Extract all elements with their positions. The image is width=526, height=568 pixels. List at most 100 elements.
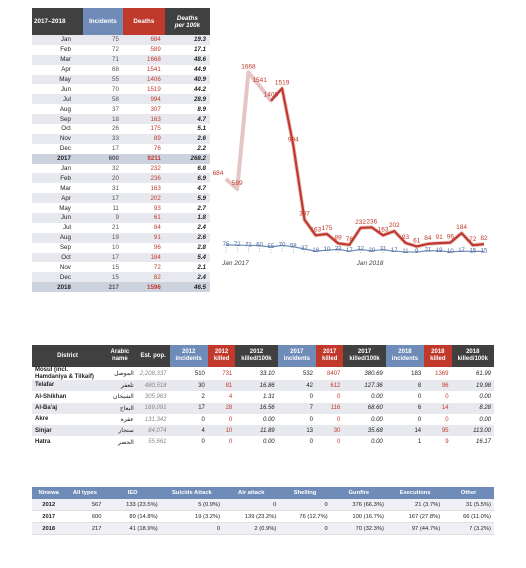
cell-deaths: 307 — [150, 105, 161, 113]
cell-period: Jun — [32, 213, 83, 223]
district-cell: 7 — [277, 402, 317, 414]
district-cell: 0.00 — [479, 416, 491, 423]
month-row: Nov 33 89 2.6 — [32, 133, 210, 144]
district-cell: 9 — [445, 439, 449, 446]
attack-header-cell: Air attack — [223, 487, 280, 499]
district-cell: 28 — [207, 402, 236, 414]
cell-per100k: 44.9 — [193, 66, 206, 74]
attack-cell: 97 (44.7%) — [386, 522, 444, 535]
attack-header-cell: IED — [104, 487, 161, 499]
incidents-data-label: 60 — [256, 243, 263, 249]
incidents-data-label: 72 — [234, 242, 241, 248]
deaths-data-label: 232 — [355, 219, 366, 226]
incidents-data-label: 70 — [279, 242, 286, 248]
district-cell: 6 — [385, 402, 425, 414]
cell-deaths: 684 — [122, 35, 165, 45]
district-cell: 532 — [303, 370, 314, 377]
district-cell: 0 — [228, 416, 233, 423]
attack-cell: 0 — [279, 499, 331, 511]
cell-period: May — [59, 204, 71, 212]
deaths-data-label: 72 — [469, 236, 477, 243]
cell-incidents: 58 — [82, 94, 123, 105]
cell-per100k: 5.9 — [164, 193, 210, 204]
total-row: 2018 217 1596 46.5 — [32, 282, 210, 293]
cell-incidents: 55 — [82, 74, 123, 85]
cell-period: Jan — [32, 35, 83, 45]
district-cell: الشيخان — [113, 394, 134, 401]
cell-incidents: 70 — [112, 85, 119, 93]
attack-cell: 2 (0.9%) — [223, 522, 280, 535]
month-row: Nov 15 72 2.1 — [32, 262, 210, 272]
cell-per100k: 268.2 — [164, 153, 210, 164]
deaths-trend-line — [270, 87, 485, 248]
deaths-data-label: 91 — [436, 234, 444, 241]
district-cell: 612 — [316, 380, 344, 392]
month-row: Aug 37 307 8.9 — [32, 104, 210, 114]
deaths-data-label: 1541 — [252, 77, 267, 84]
district-header-cell: Arabic name — [102, 345, 137, 367]
attack-cell: 19 (3.2%) — [160, 510, 224, 523]
district-cell: 116 — [316, 402, 344, 414]
district-table-body: Mosul (incl. Hamdaniya & Tilkaif) الموصل 2… — [32, 367, 494, 448]
cell-incidents: 18 — [82, 114, 123, 125]
deaths-data-label: 202 — [389, 222, 400, 229]
cell-period: Jan — [60, 165, 71, 173]
cell-incidents: 68 — [112, 66, 119, 74]
attack-cell: 76 (12.7%) — [279, 510, 331, 523]
month-row: Apr 17 202 5.9 — [32, 193, 210, 204]
district-cell: 183 — [411, 370, 422, 377]
district-cell: 16.56 — [235, 402, 278, 414]
cell-deaths: 232 — [150, 165, 161, 173]
district-cell: الموصل — [114, 371, 134, 377]
district-cell: 380.69 — [364, 370, 383, 377]
incidents-data-label: 33 — [335, 246, 342, 252]
cell-deaths: 163 — [122, 114, 165, 125]
cell-incidents: 17 — [112, 145, 119, 153]
cell-per100k: 40.9 — [164, 74, 210, 85]
district-cell: Mosul (incl. Hamdaniya & Tilkaif) — [35, 367, 94, 380]
district-cell: Al-Shikhan — [35, 393, 67, 400]
district-cell: 131,342 — [144, 416, 167, 423]
district-cell: 68.60 — [343, 402, 386, 414]
cell-incidents: 33 — [82, 133, 123, 144]
cell-per100k: 2.4 — [197, 224, 206, 232]
deaths-data-label: 236 — [366, 218, 377, 225]
cell-per100k: 6.8 — [197, 165, 206, 173]
district-cell: Al-Ba'aj — [32, 402, 103, 414]
month-row: Jun 70 1519 44.2 — [32, 84, 210, 94]
month-row: May 55 1406 40.9 — [32, 74, 210, 85]
month-row: Oct 26 175 5.1 — [32, 124, 210, 134]
cell-incidents: 600 — [82, 153, 123, 164]
cell-incidents: 9 — [82, 213, 123, 223]
chart-x-ticks: Jan 2017 Jan 2018 — [221, 260, 384, 267]
attack-cell: 0 — [223, 499, 280, 511]
district-cell: 127.36 — [343, 380, 386, 392]
cell-per100k: 2.6 — [164, 232, 210, 243]
attack-header-cell: Gunfire — [330, 487, 387, 499]
cell-period: 2018 — [32, 282, 83, 293]
district-cell: 8407 — [327, 370, 341, 377]
district-cell: 0 — [417, 393, 422, 400]
incidents-data-label: 18 — [312, 248, 319, 254]
month-row: Jul 58 994 28.9 — [32, 94, 210, 105]
cell-incidents: 17 — [82, 193, 123, 204]
district-cell: تلعفر — [102, 380, 137, 392]
deaths-data-label: 307 — [299, 211, 310, 218]
district-cell: Akre — [35, 416, 49, 423]
incidents-data-label: 19 — [436, 248, 443, 254]
month-row: Aug 19 91 2.6 — [32, 232, 210, 243]
x-tick-label: Jan 2017 — [221, 260, 249, 267]
incidents-data-label: 31 — [380, 247, 387, 253]
district-cell: 0.00 — [262, 439, 275, 446]
cell-deaths: 184 — [122, 252, 165, 263]
cell-deaths: 93 — [153, 204, 161, 212]
incidents-line — [225, 244, 484, 253]
deaths-data-label: 589 — [232, 180, 243, 187]
attack-cell: 89 (14.8%) — [104, 510, 161, 523]
incidents-data-label: 11 — [402, 249, 409, 255]
incidents-data-label: 15 — [469, 248, 476, 254]
incidents-data-label: 17 — [391, 248, 398, 254]
cell-deaths: 9211 — [122, 153, 165, 164]
attack-cell: 2012 — [32, 499, 66, 511]
